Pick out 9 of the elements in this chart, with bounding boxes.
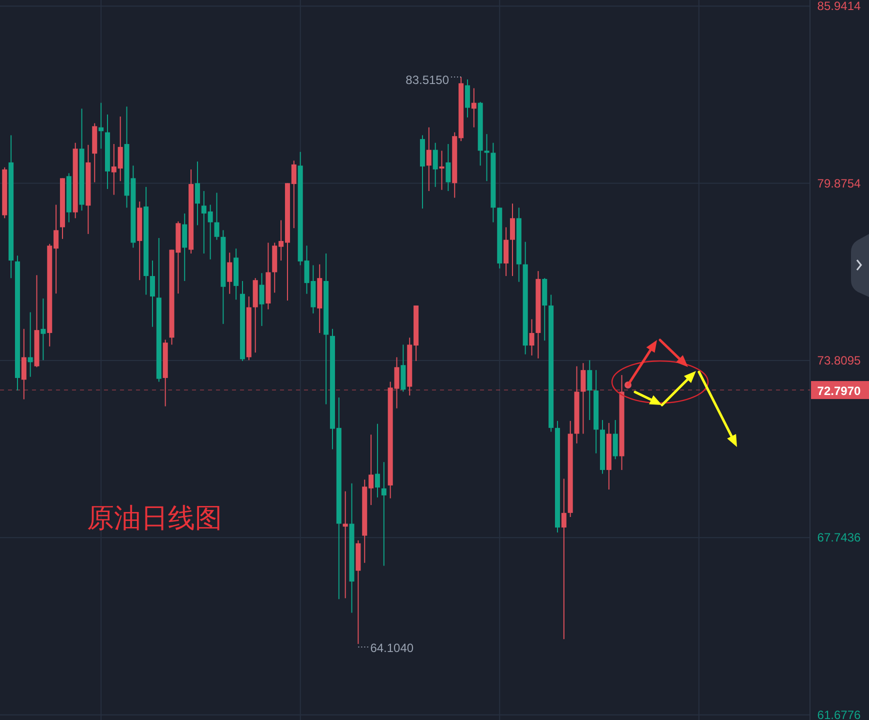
y-tick-label: 67.7436 [817, 530, 862, 545]
y-tick-label: 85.9414 [817, 0, 862, 14]
annotation: 64.1040 [370, 640, 414, 655]
text: 原油日线图 [87, 503, 222, 534]
ref-line-label: 72.7970 [817, 384, 862, 398]
y-tick-label: 79.8754 [817, 176, 862, 190]
y-tick-label: 73.8095 [817, 353, 862, 368]
y-tick-label: 61.6776 [817, 708, 862, 720]
annotation: 83.5150 [406, 72, 450, 87]
